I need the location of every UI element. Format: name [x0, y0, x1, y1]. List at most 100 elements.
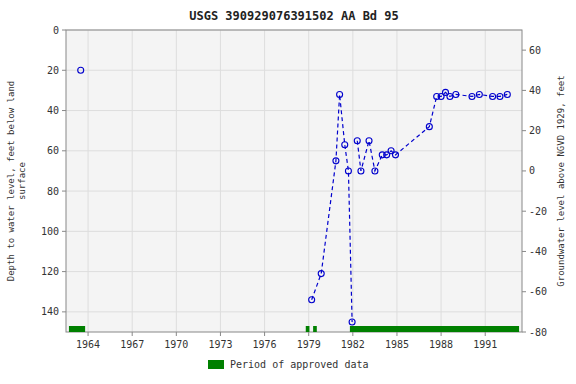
- y-tick-label: 80: [47, 186, 59, 197]
- series-marker: [372, 168, 378, 174]
- series-marker: [366, 138, 372, 144]
- x-tick-label: 1970: [164, 339, 188, 350]
- y-tick: [62, 110, 66, 111]
- series-marker: [447, 93, 453, 99]
- x-tick-label: 1991: [473, 339, 497, 350]
- y2-tick-label: -80: [529, 327, 547, 338]
- approved-period: [313, 326, 317, 332]
- grid-line: [66, 311, 522, 312]
- y-tick-label: 40: [47, 105, 59, 116]
- legend-label: Period of approved data: [230, 359, 368, 370]
- grid-line: [66, 231, 522, 232]
- series-marker: [337, 91, 343, 97]
- x-tick-label: 1988: [429, 339, 453, 350]
- x-tick: [396, 332, 397, 336]
- series-marker: [309, 297, 315, 303]
- y-tick: [62, 191, 66, 192]
- x-tick-label: 1976: [253, 339, 277, 350]
- series-marker: [504, 91, 510, 97]
- y-tick: [62, 70, 66, 71]
- y2-tick-label: -20: [529, 206, 547, 217]
- y2-tick: [522, 251, 526, 252]
- plot-frame: [66, 30, 522, 332]
- approved-period: [69, 326, 85, 332]
- chart: 1964196719701973197619791982198519881991…: [0, 0, 576, 384]
- grid-line: [352, 30, 353, 332]
- grid-line: [66, 110, 522, 111]
- y-tick-label: 140: [41, 306, 59, 317]
- plot-area: [66, 30, 522, 332]
- x-tick: [220, 332, 221, 336]
- y2-tick: [522, 332, 526, 333]
- y-tick-label: 60: [47, 145, 59, 156]
- x-tick-label: 1979: [297, 339, 321, 350]
- title: USGS 390929076391502 AA Bd 95: [189, 9, 399, 23]
- series-marker: [426, 124, 432, 130]
- y-tick: [62, 30, 66, 31]
- series-marker: [392, 152, 398, 158]
- y-tick: [62, 271, 66, 272]
- series-marker: [497, 93, 503, 99]
- approved-period: [515, 326, 519, 332]
- y2-tick: [522, 130, 526, 131]
- y-tick-label: 0: [53, 25, 59, 36]
- x-tick: [264, 332, 265, 336]
- legend: Period of approved data: [208, 359, 368, 370]
- y2-tick: [522, 90, 526, 91]
- x-tick-label: 1985: [385, 339, 409, 350]
- y-tick: [62, 311, 66, 312]
- grid-line: [220, 30, 221, 332]
- grid-line: [66, 150, 522, 151]
- grid-line: [264, 30, 265, 332]
- grid-line: [88, 30, 89, 332]
- series-marker: [354, 138, 360, 144]
- series-marker: [349, 319, 355, 325]
- y-tick: [62, 150, 66, 151]
- y2-tick: [522, 211, 526, 212]
- series-line: [312, 92, 508, 322]
- series-marker: [78, 67, 84, 73]
- y2-tick: [522, 50, 526, 51]
- grid-line: [485, 30, 486, 332]
- y2-tick-label: 0: [529, 165, 535, 176]
- y2-axis-label: Groundwater level above NGVD 1929, feet: [556, 75, 566, 286]
- approved-period: [350, 326, 518, 332]
- grid-line: [396, 30, 397, 332]
- x-tick: [352, 332, 353, 336]
- x-tick: [132, 332, 133, 336]
- grid-line: [66, 271, 522, 272]
- series-marker: [342, 142, 348, 148]
- y2-tick: [522, 170, 526, 171]
- series-marker: [490, 93, 496, 99]
- x-tick: [88, 332, 89, 336]
- y-tick-label: 20: [47, 65, 59, 76]
- series-marker: [333, 158, 339, 164]
- approved-period: [306, 326, 310, 332]
- y2-tick-label: -40: [529, 246, 547, 257]
- y2-tick-label: 60: [529, 45, 541, 56]
- x-tick: [308, 332, 309, 336]
- y-tick-label: 100: [41, 226, 59, 237]
- y-tick: [62, 231, 66, 232]
- series-marker: [476, 91, 482, 97]
- series-marker: [318, 271, 324, 277]
- y-axis-label: Depth to water level, feet below landsur…: [6, 81, 27, 281]
- series-marker: [469, 93, 475, 99]
- x-tick-label: 1964: [76, 339, 100, 350]
- grid-line: [66, 70, 522, 71]
- y-tick-label: 120: [41, 266, 59, 277]
- grid-line: [66, 191, 522, 192]
- y-axis-label-line: Depth to water level, feet below land: [6, 81, 16, 281]
- x-tick: [441, 332, 442, 336]
- x-tick: [485, 332, 486, 336]
- x-tick-label: 1967: [120, 339, 144, 350]
- series-marker: [358, 168, 364, 174]
- data-group: [69, 67, 519, 332]
- y2-tick-label: 20: [529, 125, 541, 136]
- series-marker: [345, 168, 351, 174]
- x-tick-label: 1973: [208, 339, 232, 350]
- grid-line: [132, 30, 133, 332]
- y2-tick: [522, 291, 526, 292]
- y-axis-label-line: surface: [17, 162, 27, 200]
- legend-swatch: [208, 360, 224, 369]
